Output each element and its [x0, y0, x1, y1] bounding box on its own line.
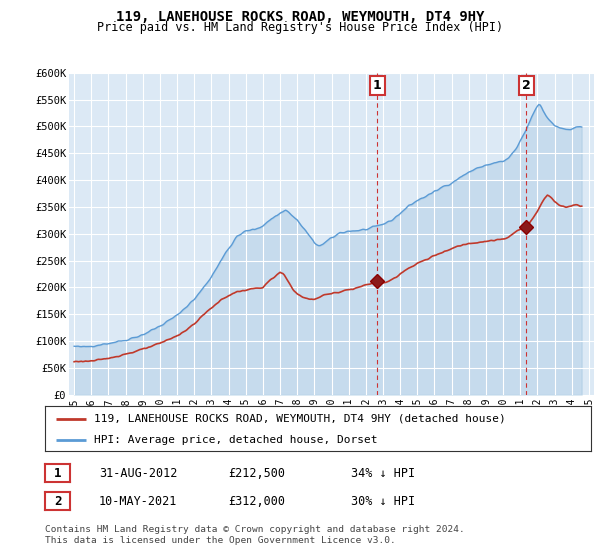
- Text: 2: 2: [522, 79, 531, 92]
- Text: HPI: Average price, detached house, Dorset: HPI: Average price, detached house, Dors…: [94, 435, 377, 445]
- Text: £212,500: £212,500: [228, 466, 285, 480]
- Text: 119, LANEHOUSE ROCKS ROAD, WEYMOUTH, DT4 9HY (detached house): 119, LANEHOUSE ROCKS ROAD, WEYMOUTH, DT4…: [94, 413, 506, 423]
- Text: 10-MAY-2021: 10-MAY-2021: [99, 494, 178, 508]
- Text: 30% ↓ HPI: 30% ↓ HPI: [351, 494, 415, 508]
- Text: 1: 1: [373, 79, 382, 92]
- Text: Price paid vs. HM Land Registry's House Price Index (HPI): Price paid vs. HM Land Registry's House …: [97, 21, 503, 34]
- Text: 119, LANEHOUSE ROCKS ROAD, WEYMOUTH, DT4 9HY: 119, LANEHOUSE ROCKS ROAD, WEYMOUTH, DT4…: [116, 10, 484, 24]
- Text: 2: 2: [54, 494, 61, 508]
- Text: 1: 1: [54, 466, 61, 480]
- Text: £312,000: £312,000: [228, 494, 285, 508]
- Text: 34% ↓ HPI: 34% ↓ HPI: [351, 466, 415, 480]
- Text: Contains HM Land Registry data © Crown copyright and database right 2024.
This d: Contains HM Land Registry data © Crown c…: [45, 525, 465, 545]
- Text: 31-AUG-2012: 31-AUG-2012: [99, 466, 178, 480]
